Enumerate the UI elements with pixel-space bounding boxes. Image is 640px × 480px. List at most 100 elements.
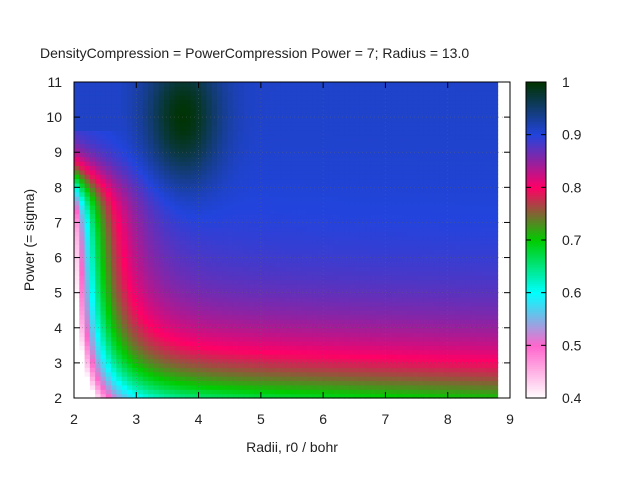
heatmap-cell xyxy=(434,354,440,360)
heatmap-cell xyxy=(418,218,425,224)
heatmap-cell xyxy=(381,314,387,320)
heatmap-cell xyxy=(227,340,234,346)
heatmap-cell xyxy=(344,231,350,237)
heatmap-cell xyxy=(105,103,112,109)
heatmap-cell xyxy=(407,349,414,355)
heatmap-cell xyxy=(111,235,117,241)
heatmap-cell xyxy=(185,90,192,96)
heatmap-cell xyxy=(328,200,335,206)
heatmap-cell xyxy=(428,270,435,276)
heatmap-cell xyxy=(428,125,435,131)
heatmap-cell xyxy=(201,143,207,149)
heatmap-cell xyxy=(349,152,356,158)
heatmap-cell xyxy=(211,103,218,109)
heatmap-cell xyxy=(153,187,160,193)
heatmap-cell xyxy=(275,108,282,114)
heatmap-cell xyxy=(381,174,387,180)
heatmap-cell xyxy=(121,332,128,338)
heatmap-cell xyxy=(158,314,165,320)
heatmap-cell xyxy=(391,323,398,329)
heatmap-cell xyxy=(259,112,266,118)
heatmap-cell xyxy=(322,222,329,228)
heatmap-cell xyxy=(116,301,123,307)
heatmap-cell xyxy=(132,213,139,219)
heatmap-cell xyxy=(402,244,409,250)
heatmap-cell xyxy=(317,161,324,166)
heatmap-cell xyxy=(195,169,202,175)
heatmap-cell xyxy=(301,301,308,307)
heatmap-cell xyxy=(322,117,329,123)
heatmap-cell xyxy=(148,226,155,232)
heatmap-cell xyxy=(301,240,308,245)
heatmap-cell xyxy=(84,301,91,307)
heatmap-cell xyxy=(195,86,202,92)
heatmap-cell xyxy=(428,305,435,311)
heatmap-cell xyxy=(280,354,287,360)
heatmap-cell xyxy=(137,130,144,136)
heatmap-cell xyxy=(264,253,271,259)
heatmap-cell xyxy=(312,178,319,184)
heatmap-cell xyxy=(280,222,287,228)
heatmap-cell xyxy=(375,147,382,153)
heatmap-cell xyxy=(79,108,86,114)
heatmap-cell xyxy=(391,165,398,171)
heatmap-cell xyxy=(179,218,186,224)
heatmap-cell xyxy=(201,389,207,395)
heatmap-cell xyxy=(142,143,149,149)
heatmap-cell xyxy=(259,283,266,289)
heatmap-cell xyxy=(216,134,223,140)
heatmap-cell xyxy=(407,213,414,219)
heatmap-cell xyxy=(84,125,91,131)
heatmap-cell xyxy=(423,121,430,127)
heatmap-cell xyxy=(100,240,107,245)
heatmap-cell xyxy=(243,130,250,136)
heatmap-cell xyxy=(402,95,409,101)
heatmap-cell xyxy=(434,362,440,368)
heatmap-cell xyxy=(174,90,181,96)
heatmap-cell xyxy=(259,191,266,197)
heatmap-cell xyxy=(428,226,435,232)
heatmap-cell xyxy=(301,393,308,399)
heatmap-cell xyxy=(100,178,107,184)
heatmap-cell xyxy=(359,235,366,241)
heatmap-cell xyxy=(375,292,382,298)
heatmap-cell xyxy=(306,380,313,386)
heatmap-cell xyxy=(148,323,155,329)
heatmap-cell xyxy=(132,279,139,285)
heatmap-cell xyxy=(402,384,409,390)
heatmap-cell xyxy=(365,327,372,333)
heatmap-cell xyxy=(148,165,155,171)
heatmap-cell xyxy=(317,362,324,368)
heatmap-cell xyxy=(391,349,398,355)
heatmap-cell xyxy=(111,384,117,390)
heatmap-cell xyxy=(195,178,202,184)
heatmap-cell xyxy=(375,134,382,140)
heatmap-cell xyxy=(195,305,202,311)
heatmap-cell xyxy=(365,143,372,149)
heatmap-cell xyxy=(227,380,234,386)
heatmap-cell xyxy=(264,108,271,114)
heatmap-cell xyxy=(439,389,446,395)
heatmap-cell xyxy=(185,143,192,149)
heatmap-cell xyxy=(312,165,319,171)
heatmap-cell xyxy=(381,261,387,267)
heatmap-cell xyxy=(359,226,366,232)
heatmap-cell xyxy=(412,257,419,263)
heatmap-cell xyxy=(434,139,440,145)
heatmap-cell xyxy=(190,178,197,184)
heatmap-cell xyxy=(158,297,165,303)
heatmap-cell xyxy=(269,288,276,294)
heatmap-cell xyxy=(254,139,260,145)
heatmap-cell xyxy=(396,169,403,175)
heatmap-cell xyxy=(434,389,440,395)
heatmap-cell xyxy=(423,310,430,316)
heatmap-cell xyxy=(365,380,372,386)
heatmap-cell xyxy=(74,393,80,399)
heatmap-cell xyxy=(201,279,207,285)
heatmap-cell xyxy=(359,380,366,386)
heatmap-cell xyxy=(291,261,297,267)
heatmap-cell xyxy=(148,336,155,342)
heatmap-cell xyxy=(179,279,186,285)
heatmap-cell xyxy=(232,371,239,377)
